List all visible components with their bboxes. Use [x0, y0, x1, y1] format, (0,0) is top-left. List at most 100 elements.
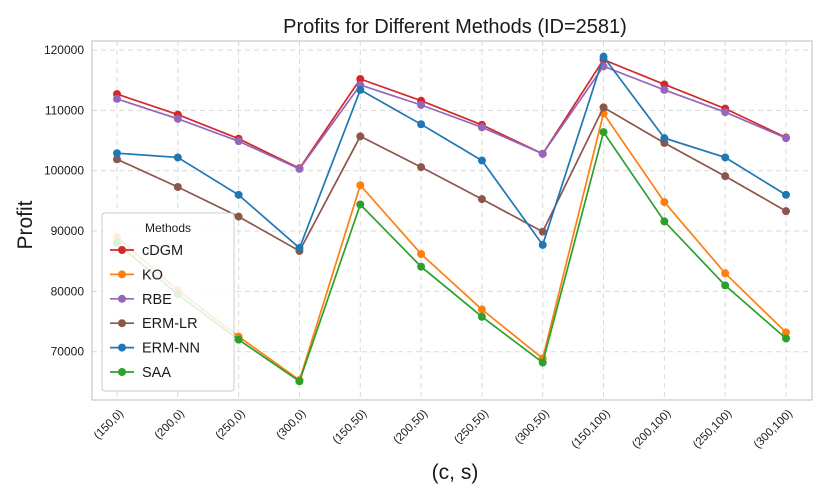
data-point — [782, 207, 790, 216]
legend-label: ERM-LR — [142, 316, 198, 332]
data-point — [234, 212, 243, 221]
data-point — [660, 198, 669, 207]
legend-marker — [118, 319, 126, 328]
x-tick-label: (300,0) — [274, 408, 308, 442]
legend-label: cDGM — [142, 243, 183, 259]
legend-item-rbe: RBE — [110, 292, 172, 308]
chart-title: Profits for Different Methods (ID=2581) — [283, 16, 627, 38]
data-point — [356, 200, 365, 209]
data-point — [538, 358, 547, 367]
legend-label: KO — [142, 267, 163, 283]
legend-item-erm-lr: ERM-LR — [110, 316, 198, 332]
legend-item-saa: SAA — [110, 365, 171, 381]
data-point — [417, 100, 426, 109]
x-tick-label: (200,100) — [630, 408, 673, 451]
y-tick-label: 80000 — [51, 284, 85, 298]
x-tick-label: (250,0) — [214, 408, 248, 442]
data-point — [295, 243, 304, 252]
data-point — [599, 128, 608, 137]
y-tick-label: 90000 — [51, 224, 85, 238]
data-point — [113, 155, 121, 164]
data-point — [417, 163, 426, 172]
legend-marker — [118, 270, 126, 279]
data-point — [477, 305, 486, 314]
legend-label: RBE — [142, 292, 172, 308]
legend-item-cdgm: cDGM — [110, 243, 183, 259]
x-tick-label: (150,0) — [92, 408, 126, 442]
data-point — [295, 377, 304, 386]
y-axis-ticks: 70000 80000 90000 100000 110000 120000 — [44, 43, 84, 359]
y-tick-label: 100000 — [44, 164, 84, 178]
legend-marker — [118, 246, 126, 254]
y-tick-label: 110000 — [45, 103, 84, 117]
data-point — [356, 85, 365, 94]
x-tick-label: (300,50) — [513, 408, 552, 447]
data-point — [234, 137, 243, 146]
data-point — [234, 190, 243, 199]
data-point — [477, 156, 486, 165]
series-line — [116, 106, 787, 253]
legend-item-erm-nn: ERM-NN — [110, 341, 200, 357]
legend-marker — [118, 368, 126, 376]
data-point — [173, 153, 182, 162]
data-point — [538, 227, 547, 236]
x-tick-label: (200,0) — [153, 408, 187, 442]
data-point — [599, 52, 608, 61]
data-point — [660, 134, 669, 143]
y-tick-label: 120000 — [44, 43, 84, 57]
data-point — [782, 190, 790, 199]
data-point — [356, 181, 365, 190]
data-point — [721, 172, 730, 181]
data-point — [538, 240, 547, 249]
legend-item-ko: KO — [110, 267, 163, 283]
data-point — [660, 85, 669, 94]
data-point — [173, 114, 182, 123]
data-point — [782, 334, 790, 343]
plot-area — [91, 40, 813, 401]
data-point — [234, 335, 243, 344]
data-point — [113, 94, 121, 103]
x-tick-label: (150,50) — [331, 408, 370, 447]
legend-marker — [118, 294, 126, 303]
x-axis-label: (c, s) — [432, 461, 479, 484]
data-point — [721, 269, 730, 278]
x-tick-label: (250,100) — [691, 408, 734, 451]
data-point — [113, 149, 121, 158]
data-point — [721, 153, 730, 162]
legend-marker — [118, 343, 126, 352]
series-erm-lr — [113, 103, 790, 255]
series-line — [116, 54, 787, 250]
legend-title: Methods — [145, 221, 191, 235]
data-point — [721, 108, 730, 117]
data-point — [660, 217, 669, 226]
legend-label: SAA — [142, 365, 171, 381]
data-point — [538, 149, 547, 158]
series-line — [116, 65, 787, 170]
data-point — [295, 164, 304, 173]
legend-label: ERM-NN — [142, 341, 200, 357]
x-tick-label: (250,50) — [452, 408, 491, 447]
x-tick-label: (150,100) — [569, 408, 612, 451]
x-tick-label: (300,100) — [752, 408, 795, 451]
legend: Methods cDGM KO RBE ERM-LR ERM-NN SAA — [101, 212, 235, 392]
data-point — [477, 312, 486, 321]
data-point — [173, 183, 182, 192]
data-point — [782, 134, 790, 143]
x-tick-label: (200,50) — [391, 408, 430, 447]
data-point — [477, 195, 486, 204]
legend-box — [101, 212, 235, 392]
data-point — [356, 132, 365, 141]
data-point — [721, 281, 730, 290]
data-point — [417, 249, 426, 258]
series-line — [116, 58, 787, 170]
series-erm-nn — [113, 52, 790, 252]
y-axis-label: Profit — [14, 200, 37, 249]
data-point — [782, 328, 790, 337]
data-point — [477, 123, 486, 132]
data-point — [599, 103, 608, 112]
data-point — [356, 75, 365, 84]
y-tick-label: 70000 — [51, 345, 85, 359]
data-point — [417, 262, 426, 271]
x-axis-ticks: (150,0) (200,0) (250,0) (300,0) (150,50) (200… — [92, 408, 795, 451]
